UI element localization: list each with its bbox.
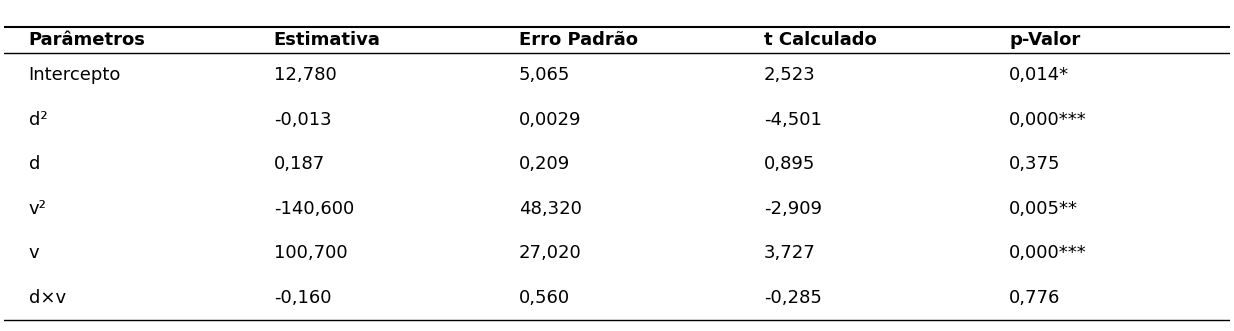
Text: 0,000***: 0,000*** (1009, 111, 1087, 128)
Text: 12,780: 12,780 (274, 66, 337, 84)
Text: 0,895: 0,895 (764, 155, 816, 173)
Text: Parâmetros: Parâmetros (28, 31, 146, 49)
Text: Erro Padrão: Erro Padrão (520, 31, 638, 49)
Text: -0,285: -0,285 (764, 289, 822, 307)
Text: 0,375: 0,375 (1009, 155, 1061, 173)
Text: -2,909: -2,909 (764, 200, 822, 218)
Text: Intercepto: Intercepto (28, 66, 121, 84)
Text: p-Valor: p-Valor (1009, 31, 1081, 49)
Text: 0,005**: 0,005** (1009, 200, 1079, 218)
Text: 0,000***: 0,000*** (1009, 244, 1087, 262)
Text: -140,600: -140,600 (274, 200, 354, 218)
Text: 0,187: 0,187 (274, 155, 325, 173)
Text: -4,501: -4,501 (764, 111, 822, 128)
Text: 0,0029: 0,0029 (520, 111, 581, 128)
Text: d×v: d×v (28, 289, 65, 307)
Text: 0,560: 0,560 (520, 289, 570, 307)
Text: v²: v² (28, 200, 47, 218)
Text: -0,013: -0,013 (274, 111, 332, 128)
Text: 100,700: 100,700 (274, 244, 348, 262)
Text: t Calculado: t Calculado (764, 31, 877, 49)
Text: 48,320: 48,320 (520, 200, 581, 218)
Text: d: d (28, 155, 39, 173)
Text: 0,014*: 0,014* (1009, 66, 1070, 84)
Text: Estimativa: Estimativa (274, 31, 380, 49)
Text: 27,020: 27,020 (520, 244, 581, 262)
Text: 2,523: 2,523 (764, 66, 816, 84)
Text: 0,209: 0,209 (520, 155, 570, 173)
Text: v: v (28, 244, 39, 262)
Text: 3,727: 3,727 (764, 244, 816, 262)
Text: 0,776: 0,776 (1009, 289, 1060, 307)
Text: 5,065: 5,065 (520, 66, 570, 84)
Text: d²: d² (28, 111, 47, 128)
Text: -0,160: -0,160 (274, 289, 331, 307)
